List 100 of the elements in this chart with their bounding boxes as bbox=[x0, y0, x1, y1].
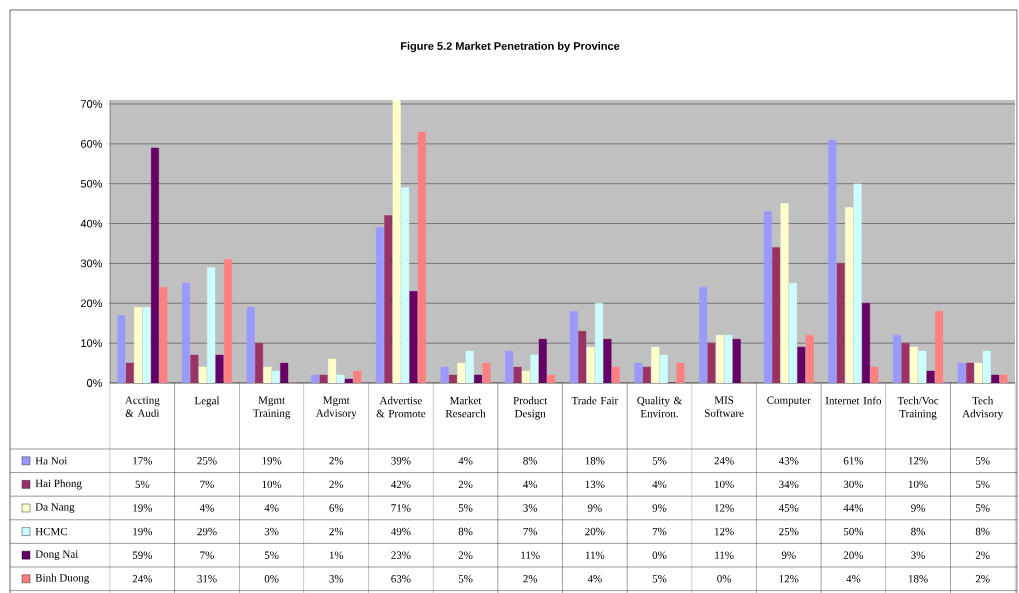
x-tick-label: Mgmt Advisory bbox=[315, 396, 357, 420]
data-label: 34% bbox=[779, 480, 799, 489]
data-label: 0% bbox=[717, 575, 732, 583]
data-label: 13% bbox=[585, 480, 605, 489]
legend-label: HCMC bbox=[35, 527, 67, 536]
data-label: 7% bbox=[523, 527, 538, 536]
legend-label: Da Nang bbox=[35, 503, 75, 513]
bar bbox=[901, 342, 910, 383]
data-label: 7% bbox=[200, 480, 214, 489]
legend-label: Hai Phong bbox=[35, 479, 82, 490]
bar bbox=[870, 366, 879, 383]
bar bbox=[909, 346, 918, 383]
bar bbox=[538, 338, 547, 383]
data-label: 50% bbox=[843, 527, 864, 536]
data-label: 43% bbox=[778, 457, 799, 465]
y-tick-label: 10% bbox=[81, 339, 103, 348]
bar bbox=[603, 338, 612, 383]
bar bbox=[384, 215, 393, 383]
data-label: 20% bbox=[843, 551, 864, 559]
data-label: 4% bbox=[264, 504, 279, 512]
data-label: 18% bbox=[585, 457, 605, 465]
data-label: 25% bbox=[197, 457, 217, 465]
data-label: 5% bbox=[976, 457, 990, 465]
data-label: 10% bbox=[715, 480, 734, 489]
data-label: 59% bbox=[132, 551, 153, 559]
data-label: 63% bbox=[391, 575, 411, 583]
data-label: 45% bbox=[778, 504, 799, 512]
data-label: 12% bbox=[908, 457, 928, 465]
data-label: 39% bbox=[391, 457, 411, 465]
data-label: 3% bbox=[911, 551, 925, 559]
bar bbox=[353, 370, 362, 383]
data-label: 4% bbox=[458, 457, 473, 465]
bar bbox=[578, 330, 587, 383]
data-label: 8% bbox=[975, 527, 990, 536]
data-label: 29% bbox=[197, 527, 217, 536]
data-label: 1% bbox=[329, 551, 344, 559]
bar bbox=[482, 362, 491, 383]
x-tick-label: Tech/Voc Training bbox=[897, 396, 939, 420]
x-tick-label: Computer bbox=[767, 396, 811, 407]
data-label: 5% bbox=[652, 457, 667, 465]
y-tick-label: 0% bbox=[87, 379, 103, 387]
bar bbox=[836, 263, 845, 383]
data-label: 23% bbox=[391, 551, 411, 559]
bar bbox=[780, 203, 789, 383]
data-label: 4% bbox=[846, 575, 861, 583]
chart-title: Figure 5.2 Market Penetration by Province bbox=[401, 41, 620, 53]
data-label: 2% bbox=[975, 551, 990, 559]
bar bbox=[215, 354, 224, 383]
data-label: 19% bbox=[262, 457, 282, 465]
data-label: 25% bbox=[779, 527, 799, 536]
bar bbox=[676, 362, 685, 383]
data-label: 2% bbox=[458, 551, 473, 559]
data-label: 6% bbox=[329, 504, 344, 512]
y-tick-label: 20% bbox=[81, 299, 103, 308]
bar bbox=[611, 366, 620, 383]
x-tick-label: Accting & Audi bbox=[125, 396, 160, 417]
bar bbox=[715, 334, 724, 383]
data-label: 5% bbox=[264, 551, 279, 559]
data-label: 8% bbox=[458, 527, 473, 536]
data-label: 7% bbox=[652, 527, 667, 536]
bar bbox=[457, 362, 466, 383]
bar bbox=[448, 374, 457, 383]
x-tick-label: MIS Software bbox=[705, 396, 744, 417]
bar bbox=[651, 346, 660, 383]
data-label: 31% bbox=[197, 575, 217, 583]
x-tick-label: Mgmt Training bbox=[253, 396, 291, 420]
y-tick-label: 40% bbox=[80, 219, 103, 228]
bar bbox=[521, 370, 530, 383]
legend-label: Ha Noi bbox=[35, 457, 68, 465]
bar bbox=[586, 346, 595, 383]
data-label: 71% bbox=[391, 504, 411, 512]
data-label: 11% bbox=[521, 551, 540, 559]
data-label: 0% bbox=[652, 551, 667, 559]
data-label: 49% bbox=[391, 527, 411, 536]
data-label: 4% bbox=[652, 480, 667, 489]
x-tick-label: Quality & Environ. bbox=[637, 396, 682, 418]
bar bbox=[805, 334, 814, 383]
data-label: 10% bbox=[908, 480, 928, 489]
x-tick-label: Trade Fair bbox=[571, 396, 619, 405]
data-label: 11% bbox=[715, 551, 734, 559]
data-label: 20% bbox=[585, 527, 605, 536]
bar bbox=[772, 247, 781, 383]
data-label: 5% bbox=[458, 575, 473, 583]
bar bbox=[966, 362, 975, 383]
bar bbox=[999, 374, 1008, 383]
bar bbox=[223, 259, 232, 383]
bar bbox=[255, 342, 264, 383]
data-label: 44% bbox=[843, 504, 864, 512]
data-label: 2% bbox=[523, 575, 538, 583]
data-label: 9% bbox=[587, 504, 602, 512]
bar bbox=[134, 307, 143, 383]
x-tick-label: Internet Info bbox=[825, 396, 882, 405]
data-label: 7% bbox=[200, 551, 214, 559]
legend-label: Binh Duong bbox=[35, 573, 90, 584]
data-label: 8% bbox=[523, 457, 538, 465]
bar bbox=[159, 287, 168, 383]
bar bbox=[935, 311, 944, 383]
bar bbox=[474, 374, 483, 383]
bar bbox=[409, 291, 418, 383]
data-label: 9% bbox=[781, 551, 796, 559]
